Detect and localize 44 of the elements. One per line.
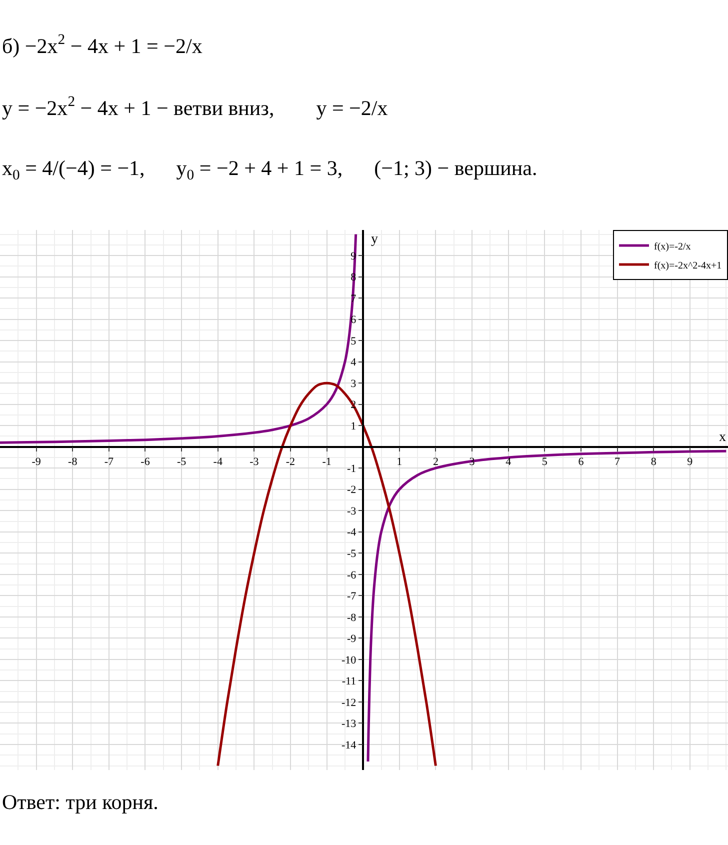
y-tick-label: 1: [350, 420, 356, 432]
y-tick-label: 8: [350, 272, 357, 284]
x-tick-label: 5: [542, 456, 548, 468]
x-tick-label: -8: [68, 456, 78, 468]
y-tick-label: -9: [346, 633, 357, 646]
y-tick-label: -10: [341, 654, 357, 666]
y-tick-label: 7: [350, 292, 357, 305]
y-tick-label: 4: [350, 356, 357, 369]
x-tick-label: -6: [140, 456, 150, 468]
y-tick-label: -12: [341, 696, 356, 709]
y-tick-label: -7: [346, 590, 357, 603]
y-tick-label: 3: [350, 378, 357, 390]
y-tick-label: -11: [342, 676, 356, 688]
y-tick-label: -2: [346, 484, 356, 496]
y-tick-label: -3: [346, 505, 357, 518]
x-tick-label: -4: [213, 456, 223, 468]
x-tick-label: 6: [578, 456, 584, 468]
legend-label: f(x)=-2x^2-4x+1: [654, 260, 722, 272]
x-tick-label: 8: [650, 456, 657, 468]
text: y = −2x$^{2}$ − 4x + 1 − ветви вниз, y = −2/x: [2, 94, 388, 120]
x-tick-label: 9: [687, 456, 694, 468]
y-tick-label: -13: [341, 718, 357, 730]
y-axis-title: y: [371, 232, 378, 247]
x-tick-label: 2: [432, 456, 438, 468]
text: Ответ: три корня.: [2, 790, 158, 814]
legend-label: f(x)=-2/x: [654, 241, 691, 252]
x-tick-label: 7: [614, 456, 621, 468]
x-tick-label: -3: [250, 456, 260, 468]
y-tick-label: -4: [346, 526, 357, 539]
x-tick-label: -7: [104, 456, 114, 468]
x-axis-title: x: [719, 430, 726, 445]
x-tick-label: -9: [32, 456, 42, 468]
x-tick-label: -5: [176, 456, 187, 468]
x-tick-label: -2: [286, 456, 296, 468]
y-tick-label: -14: [341, 739, 357, 752]
y-tick-label: -5: [346, 548, 357, 560]
x-tick-label: -1: [322, 456, 332, 468]
x-tick-label: 1: [396, 456, 402, 468]
x-tick-label: 4: [506, 456, 512, 468]
y-tick-label: 5: [350, 335, 357, 348]
text: б) −2x$^{2}$ − 4x + 1 = −2/x: [2, 32, 203, 58]
y-tick-label: -8: [346, 612, 357, 624]
y-tick-label: -6: [346, 569, 357, 582]
text: x$_{0}$ = 4/(−4) = −1, y$_{0}$ = −2 + 4 + 1 = 3, (−1; 3) − вершина.: [2, 156, 538, 184]
